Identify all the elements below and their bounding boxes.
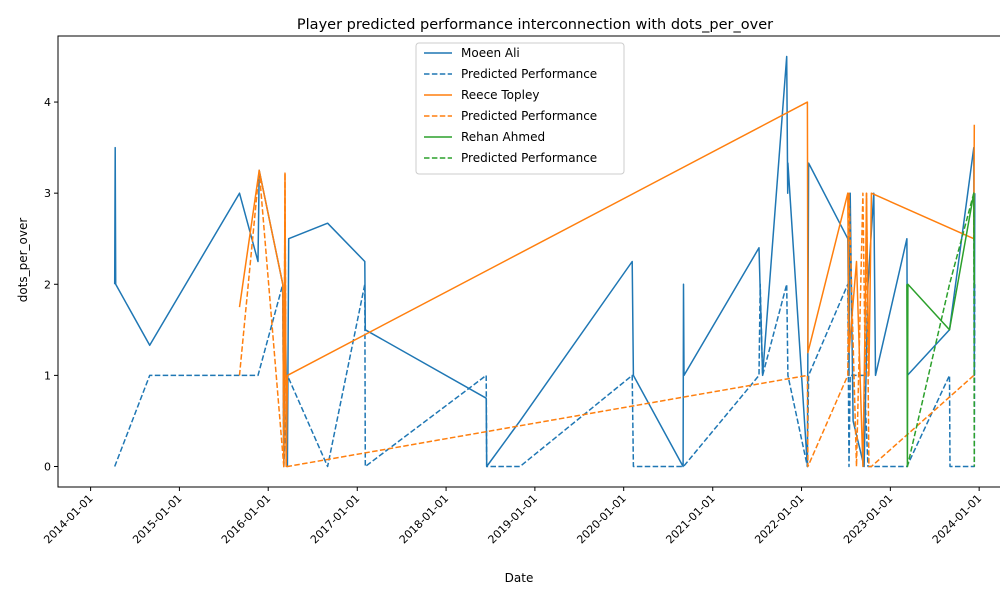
- x-tick-label: 2021-01-01: [663, 492, 717, 546]
- legend-frame: [415, 42, 625, 175]
- x-axis: 2014-01-01 2015-01-01 2016-01-01 2017-01-01…: [41, 487, 984, 546]
- x-tick-label: 2015-01-01: [130, 492, 184, 546]
- legend-label: Reece Topley: [461, 88, 539, 102]
- legend-label: Rehan Ahmed: [461, 130, 545, 144]
- y-tick-label: 2: [44, 278, 51, 291]
- legend-item: Rehan Ahmed: [424, 130, 545, 144]
- x-tick-label: 2023-01-01: [841, 492, 895, 546]
- y-tick-label: 0: [44, 461, 51, 474]
- x-axis-label: Date: [505, 571, 534, 585]
- legend-label: Predicted Performance: [461, 67, 597, 81]
- legend-item: Predicted Performance: [424, 151, 597, 165]
- series-line-2: [113, 283, 976, 468]
- legend-item: Reece Topley: [424, 88, 539, 102]
- series-line-6: [906, 192, 976, 468]
- y-tick-label: 1: [44, 369, 51, 382]
- legend-item: Predicted Performance: [424, 109, 597, 123]
- series-line-4: [238, 169, 975, 468]
- series-layer: [113, 55, 976, 468]
- chart-title: Player predicted performance interconnec…: [297, 17, 773, 33]
- x-tick-label: 2019-01-01: [486, 492, 540, 546]
- x-tick-label: 2022-01-01: [752, 492, 806, 546]
- legend: Moeen Ali Predicted Performance Reece Topl…: [415, 42, 625, 175]
- legend-label: Moeen Ali: [461, 46, 520, 60]
- y-axis-label: dots_per_over: [16, 218, 30, 303]
- x-tick-label: 2014-01-01: [41, 492, 95, 546]
- y-axis: 0 1 2 3 4: [44, 96, 58, 474]
- legend-items: Moeen Ali Predicted Performance Reece Topl…: [424, 46, 597, 165]
- x-tick-label: 2018-01-01: [397, 492, 451, 546]
- x-tick-label: 2016-01-01: [219, 492, 273, 546]
- x-tick-label: 2024-01-01: [930, 492, 984, 546]
- legend-label: Predicted Performance: [461, 109, 597, 123]
- x-tick-label: 2020-01-01: [574, 492, 628, 546]
- legend-item: Moeen Ali: [424, 46, 520, 60]
- x-tick-label: 2017-01-01: [308, 492, 362, 546]
- y-tick-label: 3: [44, 187, 51, 200]
- y-tick-label: 4: [44, 96, 51, 109]
- legend-label: Predicted Performance: [461, 151, 597, 165]
- legend-item: Predicted Performance: [424, 67, 597, 81]
